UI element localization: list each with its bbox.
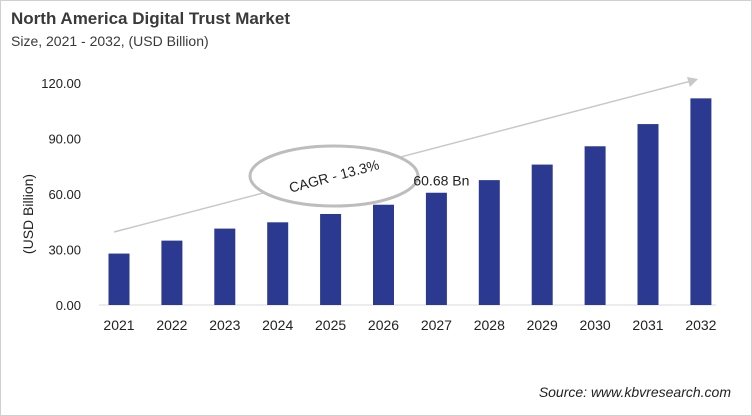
y-tick-label: 90.00 (48, 132, 81, 147)
x-tick-label: 2023 (209, 317, 240, 333)
y-tick-label: 30.00 (48, 243, 81, 258)
bar-2032 (690, 98, 712, 305)
bar-2022 (161, 240, 183, 305)
y-tick-label: 0.00 (56, 298, 81, 313)
data-label-2027: 60.68 Bn (413, 173, 469, 189)
bar-2029 (531, 164, 553, 305)
bar-2027 (425, 192, 447, 305)
x-tick-label: 2025 (315, 317, 346, 333)
bar-2031 (637, 124, 659, 305)
bar-2025 (320, 213, 342, 305)
trend-arrow-head (687, 77, 698, 87)
bar-2024 (267, 222, 289, 305)
x-tick-label: 2027 (421, 317, 452, 333)
y-tick-label: 120.00 (41, 76, 81, 91)
x-tick-label: 2022 (156, 317, 187, 333)
x-tick-label: 2024 (262, 317, 293, 333)
y-axis-label: (USD Billion) (20, 174, 36, 254)
y-tick-label: 60.00 (48, 187, 81, 202)
x-tick-label: 2028 (474, 317, 505, 333)
bar-2021 (108, 253, 130, 305)
x-tick-label: 2026 (368, 317, 399, 333)
x-tick-label: 2029 (527, 317, 558, 333)
bar-2030 (584, 146, 606, 305)
x-tick-label: 2021 (103, 317, 134, 333)
bar-2023 (214, 228, 236, 305)
trend-arrow-line (113, 80, 692, 233)
source-note: Source: www.kbvresearch.com (538, 384, 731, 400)
cagr-ellipse (248, 144, 420, 208)
chart-subtitle: Size, 2021 - 2032, (USD Billion) (11, 33, 209, 49)
x-tick-label: 2031 (632, 317, 663, 333)
x-tick-label: 2032 (685, 317, 716, 333)
bar-2028 (478, 180, 500, 305)
bar-2026 (373, 204, 394, 305)
x-tick-label: 2030 (580, 317, 611, 333)
chart-title: North America Digital Trust Market (11, 9, 290, 28)
